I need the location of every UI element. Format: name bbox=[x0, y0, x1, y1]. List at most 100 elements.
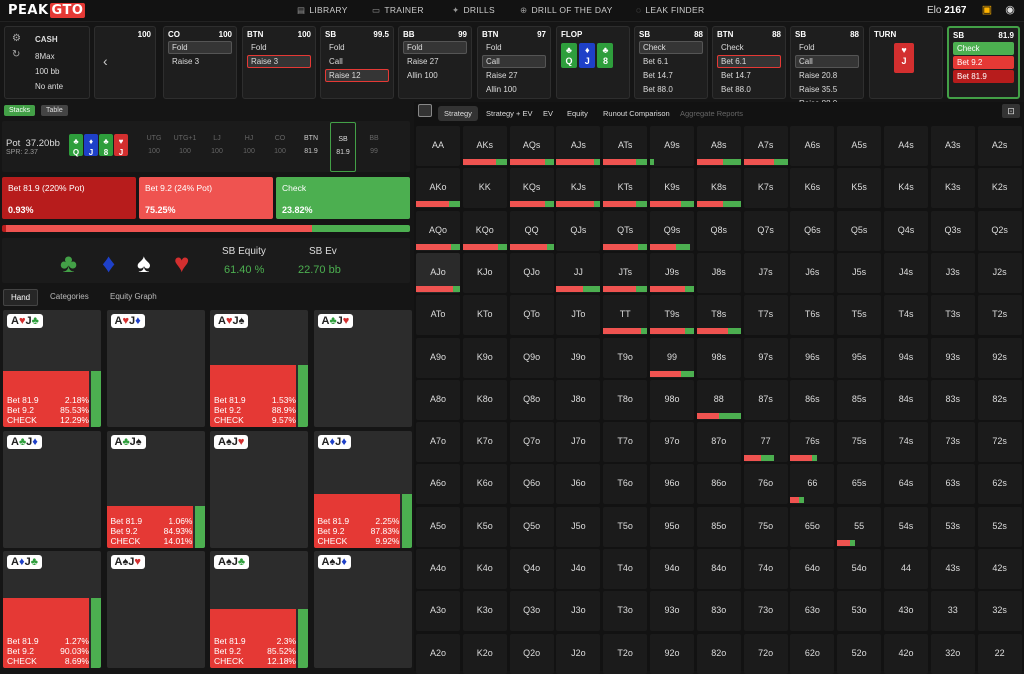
range-cell[interactable]: 52s bbox=[977, 506, 1022, 547]
range-cell[interactable]: Q6o bbox=[509, 464, 554, 505]
range-cell[interactable]: A3o bbox=[416, 591, 460, 632]
tab-runout-comparison[interactable]: Runout Comparison bbox=[603, 109, 670, 118]
range-cell[interactable]: 98s bbox=[696, 337, 741, 378]
range-cell[interactable]: J4s bbox=[884, 252, 928, 293]
range-cell[interactable]: J6o bbox=[556, 464, 601, 505]
range-cell[interactable]: 94o bbox=[650, 549, 694, 589]
range-cell[interactable]: A2s bbox=[977, 126, 1022, 166]
range-cell[interactable]: Q9s bbox=[650, 210, 694, 251]
range-cell[interactable]: A7o bbox=[416, 422, 460, 463]
action-card-co[interactable]: CO 100 Fold Raise 3 bbox=[163, 26, 237, 99]
range-cell[interactable]: 62s bbox=[977, 464, 1022, 505]
range-cell[interactable]: 64s bbox=[884, 464, 928, 505]
tab-equity[interactable]: Equity bbox=[567, 109, 588, 118]
seat-sb[interactable]: SB 81.9 bbox=[330, 122, 356, 172]
range-cell[interactable]: K3o bbox=[462, 591, 507, 632]
tab-ev[interactable]: EV bbox=[543, 109, 554, 118]
range-cell[interactable]: ATo bbox=[416, 295, 460, 336]
range-cell[interactable]: T9o bbox=[603, 337, 648, 378]
tab-equity-graph[interactable]: Equity Graph bbox=[110, 292, 157, 301]
range-cell[interactable]: J9o bbox=[556, 337, 601, 378]
hand-combo[interactable]: A♣J♦ bbox=[3, 430, 101, 548]
range-cell[interactable]: JTo bbox=[556, 295, 601, 336]
seat-utg[interactable]: UTG 100 bbox=[146, 135, 162, 155]
action-option[interactable]: Raise 3 bbox=[247, 55, 311, 68]
range-cell[interactable]: T7s bbox=[743, 295, 788, 336]
range-cell[interactable]: 72s bbox=[977, 422, 1022, 463]
action-option[interactable]: Raise 12 bbox=[325, 69, 389, 82]
range-cell[interactable]: K8s bbox=[696, 168, 741, 209]
range-cell[interactable]: K9s bbox=[650, 168, 694, 209]
range-cell[interactable]: QJo bbox=[509, 252, 554, 293]
range-cell[interactable]: 88 bbox=[696, 379, 741, 420]
hand-combo[interactable]: A♦J♣ Bet 81.9 1.27% Bet 9.2 90.03% CHECK 8.69% bbox=[3, 551, 101, 668]
action-bet-81[interactable]: Bet 81.9 (220% Pot) 0.93% bbox=[2, 177, 136, 219]
range-cell[interactable]: 87s bbox=[743, 379, 788, 420]
range-cell[interactable]: K9o bbox=[462, 337, 507, 378]
range-cell[interactable]: 97s bbox=[743, 337, 788, 378]
action-card-sb-turn[interactable]: SB 81.9 Check Bet 9.2 Bet 81.9 bbox=[947, 26, 1020, 99]
nav-library[interactable]: ▤ LIBRARY bbox=[297, 5, 348, 15]
action-option[interactable]: Raise 27 bbox=[407, 57, 439, 66]
hand-combo[interactable]: A♣J♠ Bet 81.9 1.06% Bet 9.2 84.93% CHECK 14.01… bbox=[106, 430, 205, 548]
range-cell[interactable]: K5s bbox=[837, 168, 882, 209]
range-cell[interactable]: 62o bbox=[790, 633, 835, 674]
range-cell[interactable]: 99 bbox=[650, 337, 694, 378]
range-cell[interactable]: K4s bbox=[884, 168, 928, 209]
range-cell[interactable]: 96o bbox=[650, 464, 694, 505]
action-option[interactable]: Bet 88.0 bbox=[721, 85, 751, 94]
action-card-sb-flop[interactable]: SB 88 Check Bet 6.1 Bet 14.7 Bet 88.0 bbox=[634, 26, 708, 99]
range-cell[interactable]: 74s bbox=[884, 422, 928, 463]
seat-hj[interactable]: HJ 100 bbox=[243, 135, 255, 155]
range-cell[interactable]: 55 bbox=[837, 506, 882, 547]
range-cell[interactable]: A4s bbox=[884, 126, 928, 166]
nav-drills[interactable]: ✦ DRILLS bbox=[452, 5, 495, 15]
range-cell[interactable]: K7s bbox=[743, 168, 788, 209]
range-cell[interactable]: K8o bbox=[462, 379, 507, 420]
hand-combo[interactable]: A♣J♥ bbox=[313, 310, 412, 427]
range-cell[interactable]: 85o bbox=[696, 506, 741, 547]
range-cell[interactable]: Q8s bbox=[696, 210, 741, 251]
spade-icon[interactable]: ♠ bbox=[137, 248, 151, 278]
range-cell[interactable]: Q6s bbox=[790, 210, 835, 251]
range-cell[interactable]: 43o bbox=[884, 591, 928, 632]
range-cell[interactable]: J8s bbox=[696, 252, 741, 293]
range-cell[interactable]: 64o bbox=[790, 549, 835, 589]
range-cell[interactable]: QTs bbox=[603, 210, 648, 251]
range-cell[interactable]: Q9o bbox=[509, 337, 554, 378]
chat-icon[interactable]: ▣ bbox=[981, 4, 993, 16]
range-cell[interactable]: 76o bbox=[743, 464, 788, 505]
range-cell[interactable]: J6s bbox=[790, 252, 835, 293]
action-option[interactable]: Raise 20.8 bbox=[799, 71, 838, 80]
range-cell[interactable]: T4s bbox=[884, 295, 928, 336]
range-cell[interactable]: 53o bbox=[837, 591, 882, 632]
range-cell[interactable]: 33 bbox=[930, 591, 975, 632]
range-cell[interactable]: 76s bbox=[790, 422, 835, 463]
hand-combo[interactable]: A♠J♥ bbox=[106, 551, 205, 668]
range-cell[interactable]: 54s bbox=[884, 506, 928, 547]
table-toggle[interactable]: Table bbox=[41, 105, 68, 116]
range-cell[interactable]: T3o bbox=[603, 591, 648, 632]
range-cell[interactable]: A5o bbox=[416, 506, 460, 547]
range-cell[interactable]: 77 bbox=[743, 422, 788, 463]
range-cell[interactable]: 75s bbox=[837, 422, 882, 463]
range-cell[interactable]: 92o bbox=[650, 633, 694, 674]
action-option[interactable]: Call bbox=[482, 55, 546, 68]
range-cell[interactable]: J7s bbox=[743, 252, 788, 293]
range-cell[interactable]: A4o bbox=[416, 549, 460, 589]
range-cell[interactable]: Q3s bbox=[930, 210, 975, 251]
action-option[interactable]: Fold bbox=[403, 41, 467, 54]
range-cell[interactable]: T6s bbox=[790, 295, 835, 336]
app-logo[interactable]: PEAK GTO bbox=[8, 3, 86, 18]
range-cell[interactable]: A3s bbox=[930, 126, 975, 166]
range-cell[interactable]: AJs bbox=[556, 126, 601, 166]
action-option[interactable]: Fold bbox=[799, 43, 815, 52]
action-card-btn[interactable]: BTN 100 Fold Raise 3 bbox=[242, 26, 316, 99]
action-option[interactable]: Call bbox=[329, 57, 343, 66]
hand-combo[interactable]: A♠J♣ Bet 81.9 2.3% Bet 9.2 85.52% CHECK 12.18% bbox=[210, 551, 308, 668]
range-cell[interactable]: 73s bbox=[930, 422, 975, 463]
action-option[interactable]: Bet 88.0 bbox=[643, 85, 673, 94]
action-option[interactable]: Bet 81.9 bbox=[953, 70, 1014, 83]
range-cell[interactable]: 82s bbox=[977, 379, 1022, 420]
